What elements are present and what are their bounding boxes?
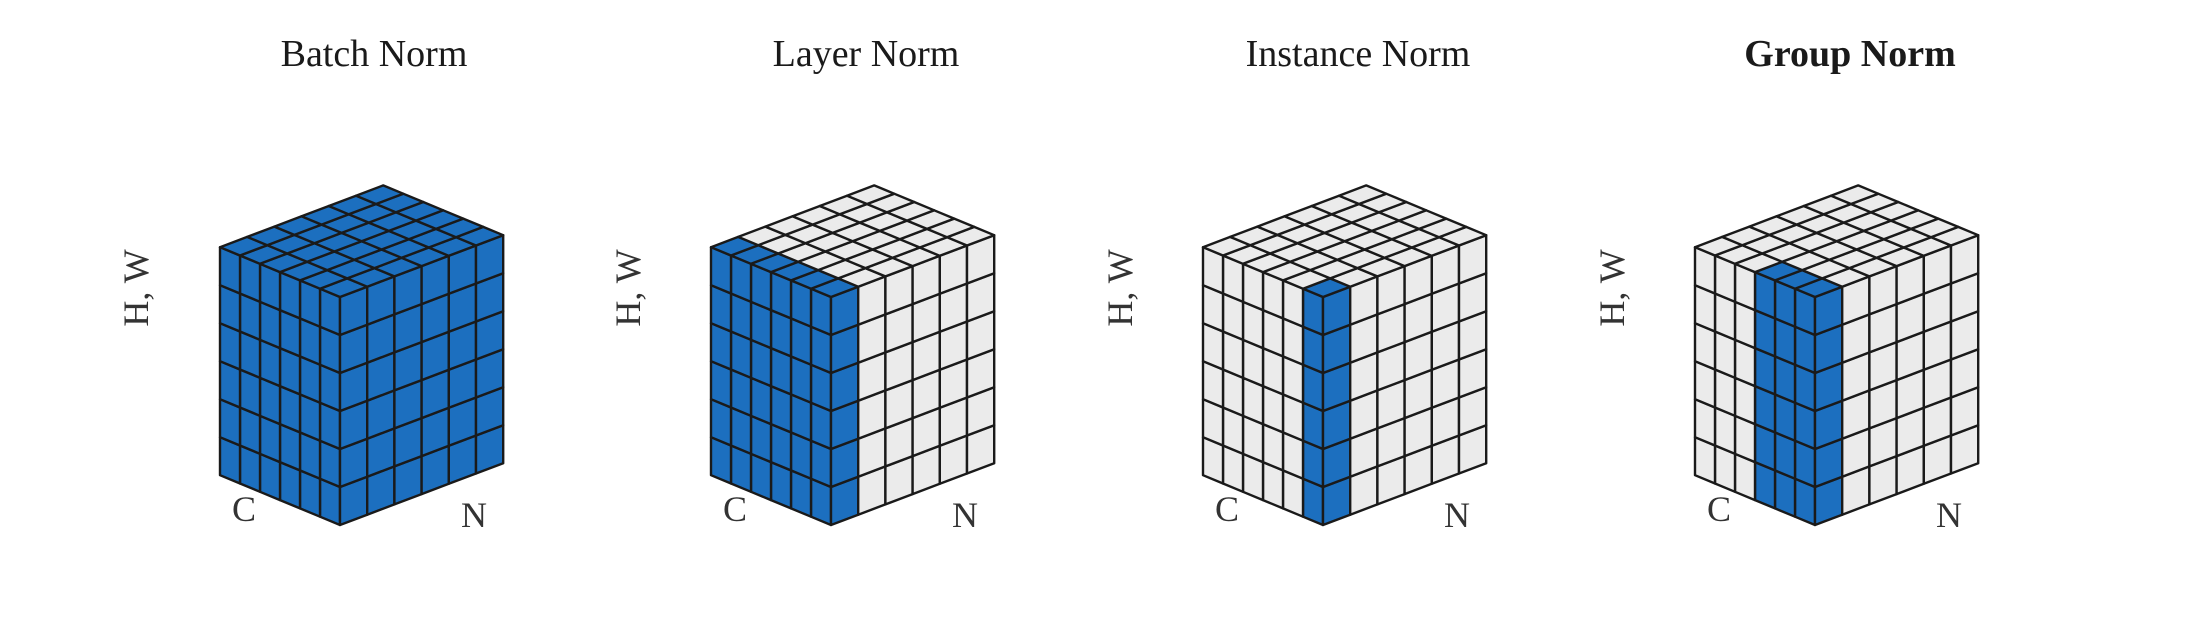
hw-axis-label: H, W [608,249,648,326]
cube-batch-norm [218,184,505,527]
hw-axis-label: H, W [116,249,156,326]
hw-axis-label: H, W [1100,249,1140,326]
cell-top-face [354,184,405,206]
n-axis-label: N [1936,495,1962,535]
panel-title: Layer Norm [773,33,960,75]
panel-title: Group Norm [1744,33,1955,75]
cube-group-norm [1693,184,1980,527]
n-axis-label: N [461,495,487,535]
c-axis-label: C [1215,489,1239,529]
cell-top-face [845,184,896,206]
c-axis-label: C [723,489,747,529]
panel-title: Batch Norm [281,33,468,75]
cube-layer-norm [709,184,996,527]
panel-layer-norm: Layer Norm H, W C N [608,33,996,535]
panel-batch-norm: Batch Norm H, W C N [116,33,505,535]
n-axis-label: N [1444,495,1470,535]
c-axis-label: C [232,489,256,529]
hw-axis-label: H, W [1592,249,1632,326]
panel-title: Instance Norm [1246,33,1471,75]
cube-instance-norm [1201,184,1488,527]
panel-instance-norm: Instance Norm H, W C N [1100,33,1488,535]
c-axis-label: C [1707,489,1731,529]
cell-top-face [1829,184,1880,206]
cell-top-face [1337,184,1388,206]
n-axis-label: N [952,495,978,535]
panel-group-norm: Group Norm H, W C N [1592,33,1980,535]
